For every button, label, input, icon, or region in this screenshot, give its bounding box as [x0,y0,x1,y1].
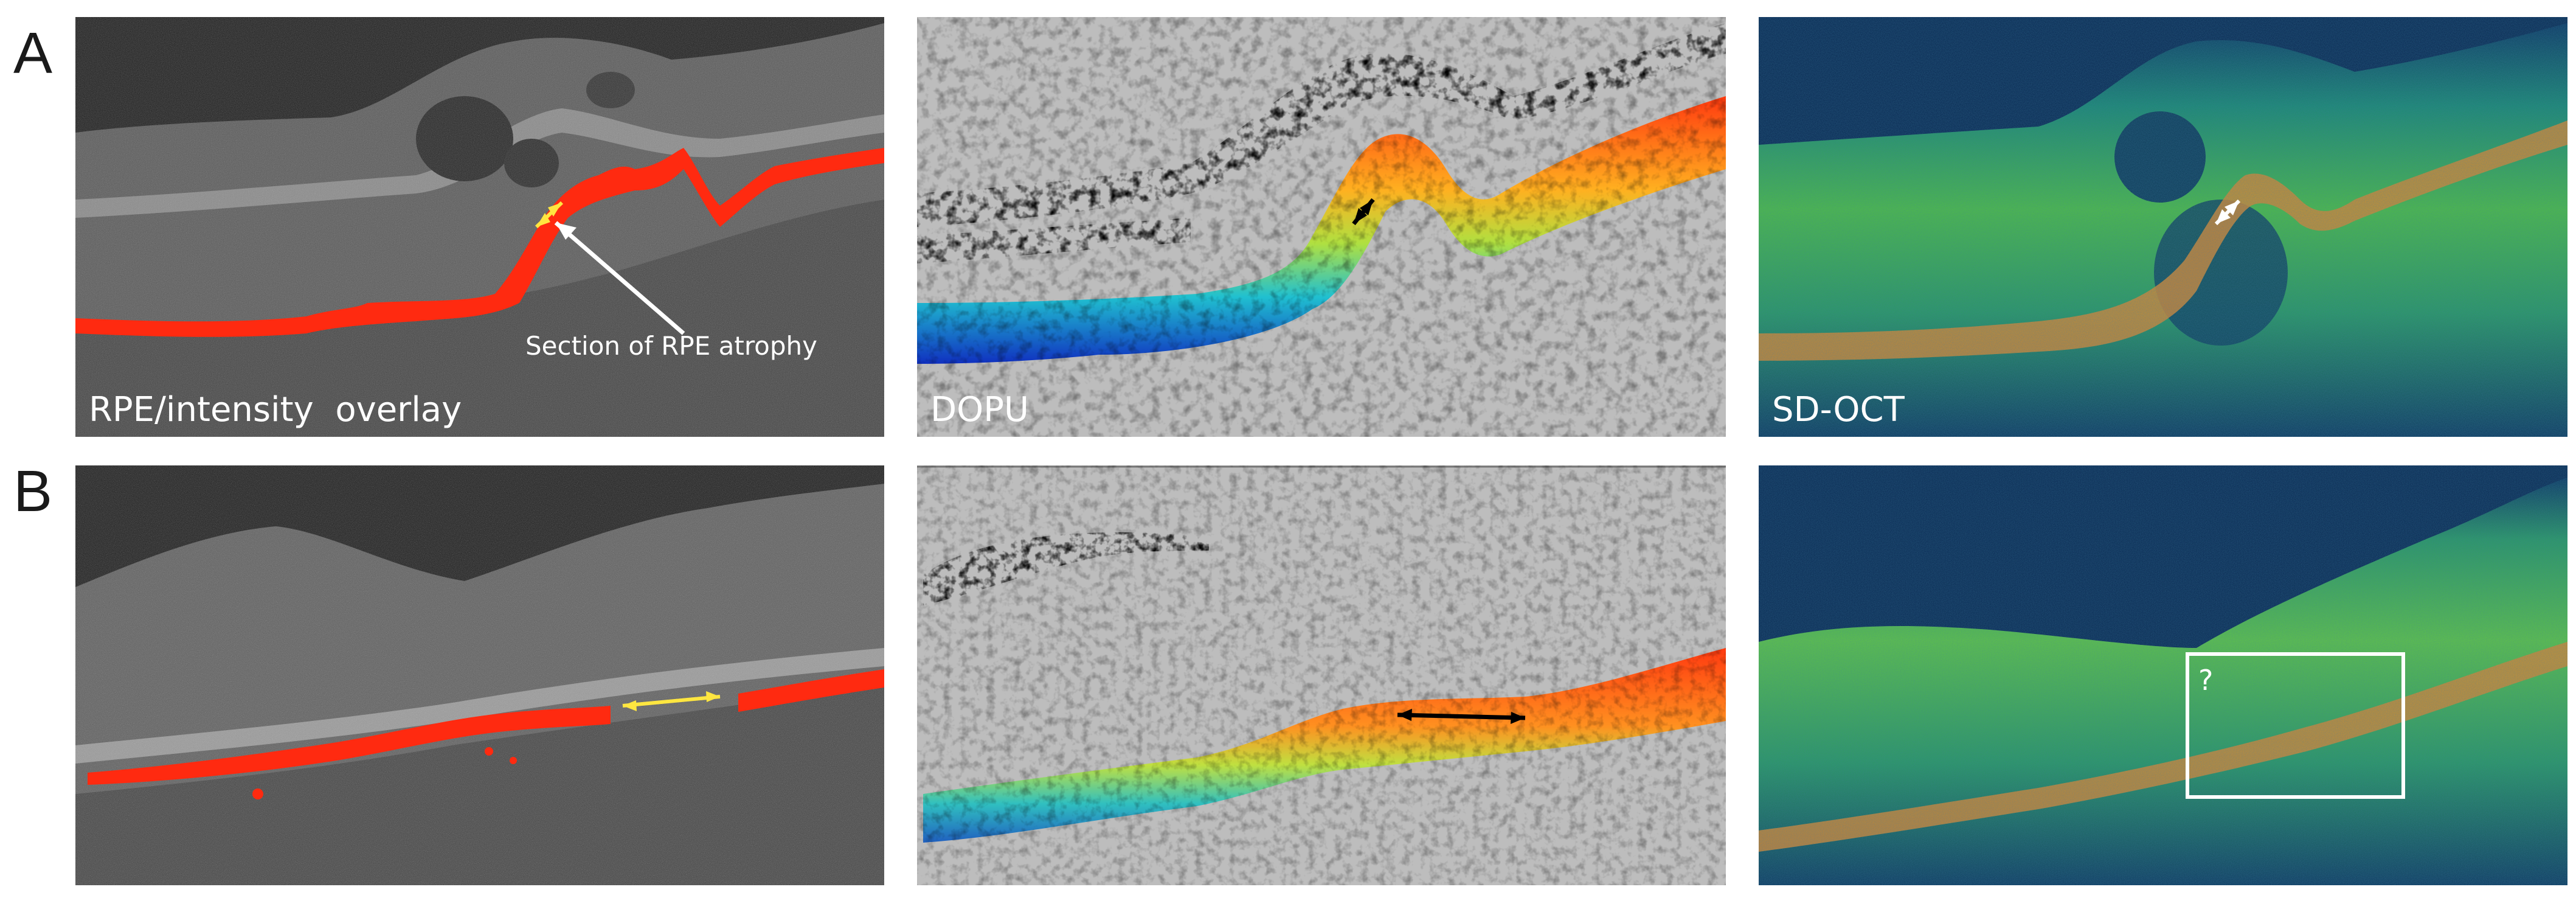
dopu-panel-b [917,465,1726,885]
dopu-image-b [917,465,1726,885]
black-double-arrow-b [1397,712,1526,720]
dopu-image-a [917,17,1726,437]
question-mark-annotation: ? [2198,664,2214,697]
white-pointer-arrow [554,221,685,335]
row-label-a: A [13,21,53,86]
panel-label-rpe-overlay: RPE/intensity overlay [89,390,462,430]
rpe-overlay-panel-b [75,465,884,885]
rpe-overlay-band-b-right [738,669,884,712]
rpe-atrophy-annotation: Section of RPE atrophy [525,331,818,361]
sd-oct-image-a [1759,17,2567,437]
rpe-overlay-band-b-left [88,706,611,785]
sd-oct-panel-a: SD-OCT [1759,17,2567,437]
rpe-overlay-image-a [75,17,884,437]
row-label-b: B [13,459,53,524]
highlight-box [2186,652,2405,799]
sd-oct-panel-b: ? [1759,465,2567,885]
rpe-overlay-band [75,148,884,337]
panel-label-dopu: DOPU [930,390,1029,430]
rpe-overlay-image-b [75,465,884,885]
dopu-panel-a: DOPU [917,17,1726,437]
rpe-overlay-panel-a: Section of RPE atrophy RPE/intensity ove… [75,17,884,437]
yellow-double-arrow-b [622,695,721,708]
sd-oct-image-b [1759,465,2567,885]
panel-label-sd-oct: SD-OCT [1772,390,1905,430]
